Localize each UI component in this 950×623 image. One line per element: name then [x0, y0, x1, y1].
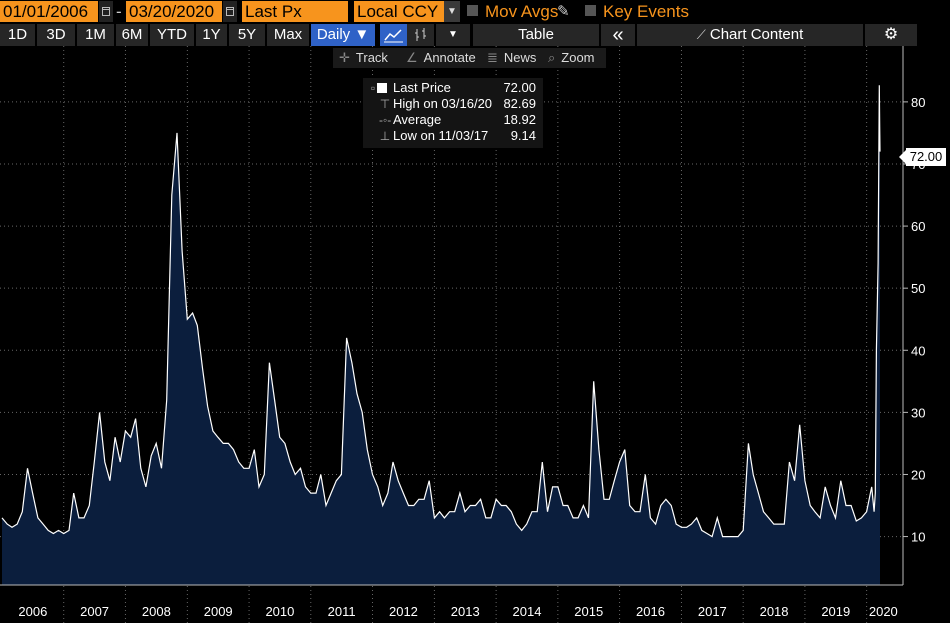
field-select[interactable]: Last Px — [242, 1, 348, 22]
annotate-icon: ∠ — [406, 50, 418, 65]
y-tick-label: 50 — [911, 281, 925, 296]
news-icon: ≣ — [487, 50, 498, 65]
chart-tools-bar: ✛ Track ∠ Annotate ≣ News ⌕ Zoom — [333, 48, 606, 68]
legend-low-label: Low on 11/03/17 — [393, 128, 489, 143]
legend-last-price-label: Last Price — [393, 80, 451, 95]
line-chart-icon[interactable] — [380, 24, 407, 46]
low-marker-icon: ⊥ — [379, 129, 391, 143]
key-events-label[interactable]: Key Events — [603, 2, 689, 21]
period-max-button[interactable]: Max — [267, 24, 309, 46]
period-ytd-button[interactable]: YTD — [150, 24, 194, 46]
bar-chart-icon-glyph — [415, 28, 426, 41]
legend-average: -◦- Average 18.92 — [363, 112, 543, 128]
annotate-tool[interactable]: ∠ Annotate — [406, 48, 476, 68]
chart-content-button[interactable]: ⟋ Chart Content — [637, 24, 863, 46]
y-tick-label: 10 — [911, 530, 925, 545]
start-date-input[interactable]: 01/01/2006 — [0, 1, 98, 22]
track-label: Track — [355, 50, 388, 65]
period-3d-button[interactable]: 3D — [37, 24, 75, 46]
legend-average-value: 18.92 — [503, 112, 536, 127]
x-tick-label: 2019 — [821, 604, 850, 619]
news-tool[interactable]: ≣ News — [487, 48, 536, 68]
zoom-label: Zoom — [561, 50, 595, 65]
period-6m-button[interactable]: 6M — [116, 24, 148, 46]
key-events-checkbox[interactable] — [585, 5, 596, 16]
legend-high-value: 82.69 — [503, 96, 536, 111]
legend-high: ⊤ High on 03/16/20 82.69 — [363, 96, 543, 112]
x-tick-label: 2014 — [513, 604, 542, 619]
calendar-icon[interactable] — [99, 1, 113, 22]
chart-content-label: Chart Content — [709, 26, 804, 43]
y-tick-label: 80 — [911, 95, 925, 110]
x-tick-label: 2011 — [328, 604, 356, 619]
legend-tree-icon: ▫ — [370, 81, 376, 95]
currency-dropdown-icon[interactable]: ▼ — [444, 1, 460, 22]
legend-last-price-value: 72.00 — [503, 80, 536, 95]
table-button[interactable]: Table — [473, 24, 599, 46]
legend-low-value: 9.14 — [510, 128, 536, 143]
price-area-fill — [2, 85, 880, 585]
end-date-input[interactable]: 03/20/2020 — [126, 1, 222, 22]
zoom-tool[interactable]: ⌕ Zoom — [548, 48, 595, 68]
track-tool[interactable]: ✛ Track — [339, 48, 388, 68]
period-1m-button[interactable]: 1M — [77, 24, 114, 46]
x-tick-label: 2013 — [451, 604, 480, 619]
chart-type-dropdown-icon[interactable]: ▼ — [436, 24, 470, 46]
period-1y-button[interactable]: 1Y — [196, 24, 227, 46]
annotate-label: Annotate — [423, 50, 476, 65]
line-chart-icon-glyph — [384, 29, 403, 43]
last-price-swatch — [377, 83, 387, 93]
crosshair-icon: ✛ — [339, 50, 350, 65]
collapse-icon[interactable]: « — [601, 24, 635, 46]
x-tick-label: 2007 — [80, 604, 109, 619]
y-tick-label: 20 — [911, 467, 925, 482]
pencil-icon[interactable]: ✎ — [557, 3, 570, 20]
bar-chart-icon[interactable] — [407, 24, 434, 46]
legend-average-label: Average — [393, 112, 442, 127]
x-tick-label: 2009 — [204, 604, 233, 619]
high-marker-icon: ⊤ — [379, 97, 391, 111]
x-tick-label: 2010 — [265, 604, 294, 619]
frequency-dropdown[interactable]: Daily ▼ — [311, 24, 375, 46]
price-line — [1, 85, 881, 538]
y-tick-label: 60 — [911, 219, 925, 234]
x-tick-label: 2015 — [574, 604, 603, 619]
x-tick-label: 2020 — [869, 604, 898, 619]
y-tick-label: 30 — [911, 405, 925, 420]
x-tick-label: 2018 — [760, 604, 789, 619]
x-tick-label: 2016 — [636, 604, 665, 619]
legend-low: ⊥ Low on 11/03/17 9.14 — [363, 128, 543, 144]
x-tick-label: 2012 — [389, 604, 418, 619]
date-separator: - — [116, 2, 122, 21]
mov-avgs-checkbox[interactable] — [467, 5, 478, 16]
calendar-icon[interactable] — [223, 1, 237, 22]
y-axis: 1020304050607080 — [902, 46, 925, 585]
last-price-tag: 72.00 — [899, 148, 946, 166]
mov-avgs-label[interactable]: Mov Avgs — [485, 2, 559, 21]
x-axis: 2006 2007 2008 2009 2010 2011 2012 2013 2014 2015… — [0, 584, 903, 619]
x-tick-label: 2006 — [18, 604, 47, 619]
legend-high-label: High on 03/16/20 — [393, 96, 493, 111]
average-marker-icon: -◦- — [379, 113, 392, 127]
settings-gear-icon[interactable]: ⚙ — [865, 24, 917, 46]
magnifier-icon: ⌕ — [548, 50, 556, 65]
currency-select[interactable]: Local CCY — [354, 1, 444, 22]
chart-content-icon: ⟋ — [696, 27, 706, 42]
y-tick-label: 40 — [911, 343, 925, 358]
period-1d-button[interactable]: 1D — [0, 24, 35, 46]
period-5y-button[interactable]: 5Y — [229, 24, 265, 46]
legend-last-price: ▫ Last Price 72.00 — [363, 80, 543, 96]
x-tick-label: 2017 — [698, 604, 727, 619]
price-legend: ▫ Last Price 72.00 ⊤ High on 03/16/20 82… — [363, 78, 543, 148]
x-tick-label: 2008 — [142, 604, 171, 619]
news-label: News — [503, 50, 537, 65]
